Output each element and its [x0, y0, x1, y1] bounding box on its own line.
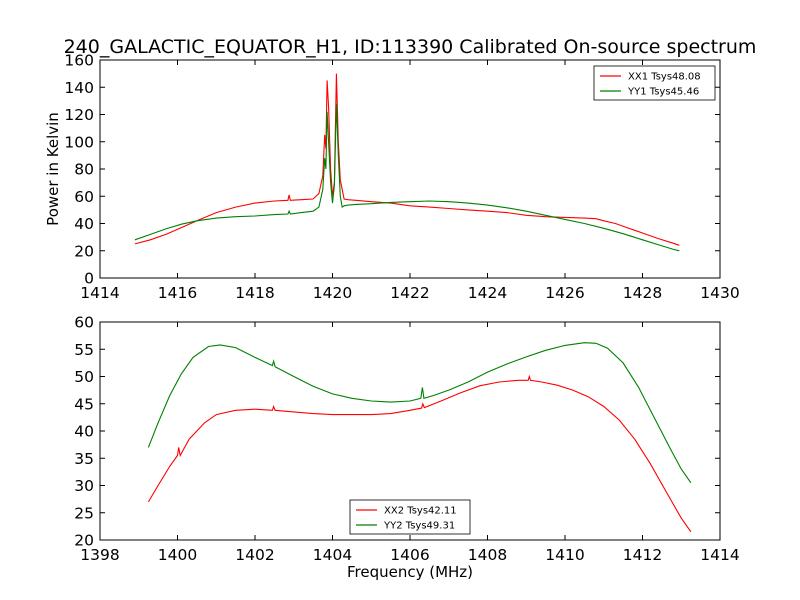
legend-entry: YY1 Tsys45.46 [627, 87, 699, 98]
series-line-1-1 [134, 73, 680, 246]
x-tick-label: 1400 [158, 546, 197, 564]
legend-entry: XX2 Tsys42.11 [384, 506, 457, 517]
spectrum-panel-1: 1414 1416 1418 1420 1422 1424 1426 1428 1430 0 20 4… [44, 52, 740, 303]
y-tick-label: 20 [74, 242, 94, 260]
x-tick-label: 1412 [623, 546, 662, 564]
x-tick-label: 1426 [545, 284, 584, 302]
y-tick-label: 30 [74, 477, 94, 495]
y-tick-label: 0 [84, 270, 94, 288]
legend-entry: XX1 Tsys48.08 [628, 72, 701, 83]
y-tick-label: 25 [74, 504, 94, 522]
y-tick-label: 100 [64, 133, 94, 151]
y-tick-label: 60 [74, 188, 94, 206]
x-tick-label: 1414 [700, 546, 739, 564]
legend: XX2 Tsys42.11 YY2 Tsys49.31 [349, 499, 471, 535]
figure-title: 240_GALACTIC_EQUATOR_H1, ID:113390 Calib… [64, 36, 757, 58]
y-tick-label: 50 [74, 368, 94, 386]
x-tick-label: 1402 [235, 546, 274, 564]
legend: XX1 Tsys48.08 YY1 Tsys45.46 [593, 65, 716, 101]
legend-box [349, 499, 471, 535]
x-tick-label: 1410 [545, 546, 584, 564]
x-tick-label: 1424 [468, 284, 507, 302]
x-tick-label: 1414 [80, 284, 119, 302]
y-tick-label: 40 [74, 423, 94, 441]
y-tick-label: 140 [64, 79, 94, 97]
x-tick-label: 1428 [623, 284, 662, 302]
x-tick-label: 1398 [80, 546, 119, 564]
y-tick-label: 55 [74, 341, 94, 359]
x-tick-label: 1404 [313, 546, 352, 564]
x-tick-label: 1422 [390, 284, 429, 302]
x-axis-label: Frequency (MHz) [347, 563, 473, 581]
series-line-1-2 [134, 103, 680, 252]
x-tick-label: 1406 [390, 546, 429, 564]
y-tick-label: 45 [74, 395, 94, 413]
y-tick-label: 40 [74, 215, 94, 233]
y-tick-label: 35 [74, 450, 94, 468]
y-tick-label: 20 [74, 532, 94, 550]
y-axis-label: Power in Kelvin [44, 112, 62, 226]
x-tick-label: 1420 [313, 284, 352, 302]
x-tick-label: 1408 [468, 546, 507, 564]
x-tick-label: 1430 [700, 284, 739, 302]
legend-entry: YY2 Tsys49.31 [383, 521, 455, 532]
y-tick-label: 80 [74, 161, 94, 179]
x-tick-label: 1416 [158, 284, 197, 302]
y-tick-label: 60 [74, 314, 94, 332]
series-line-2-1 [147, 374, 692, 533]
x-tick-label: 1418 [235, 284, 274, 302]
series-line-2-2 [147, 342, 692, 484]
y-tick-label: 160 [64, 52, 94, 70]
y-tick-label: 120 [64, 106, 94, 124]
spectrum-panel-2: 1398 1400 1402 1404 1406 1408 1410 1412 1414 20 25… [74, 314, 739, 582]
legend-box [593, 65, 716, 101]
